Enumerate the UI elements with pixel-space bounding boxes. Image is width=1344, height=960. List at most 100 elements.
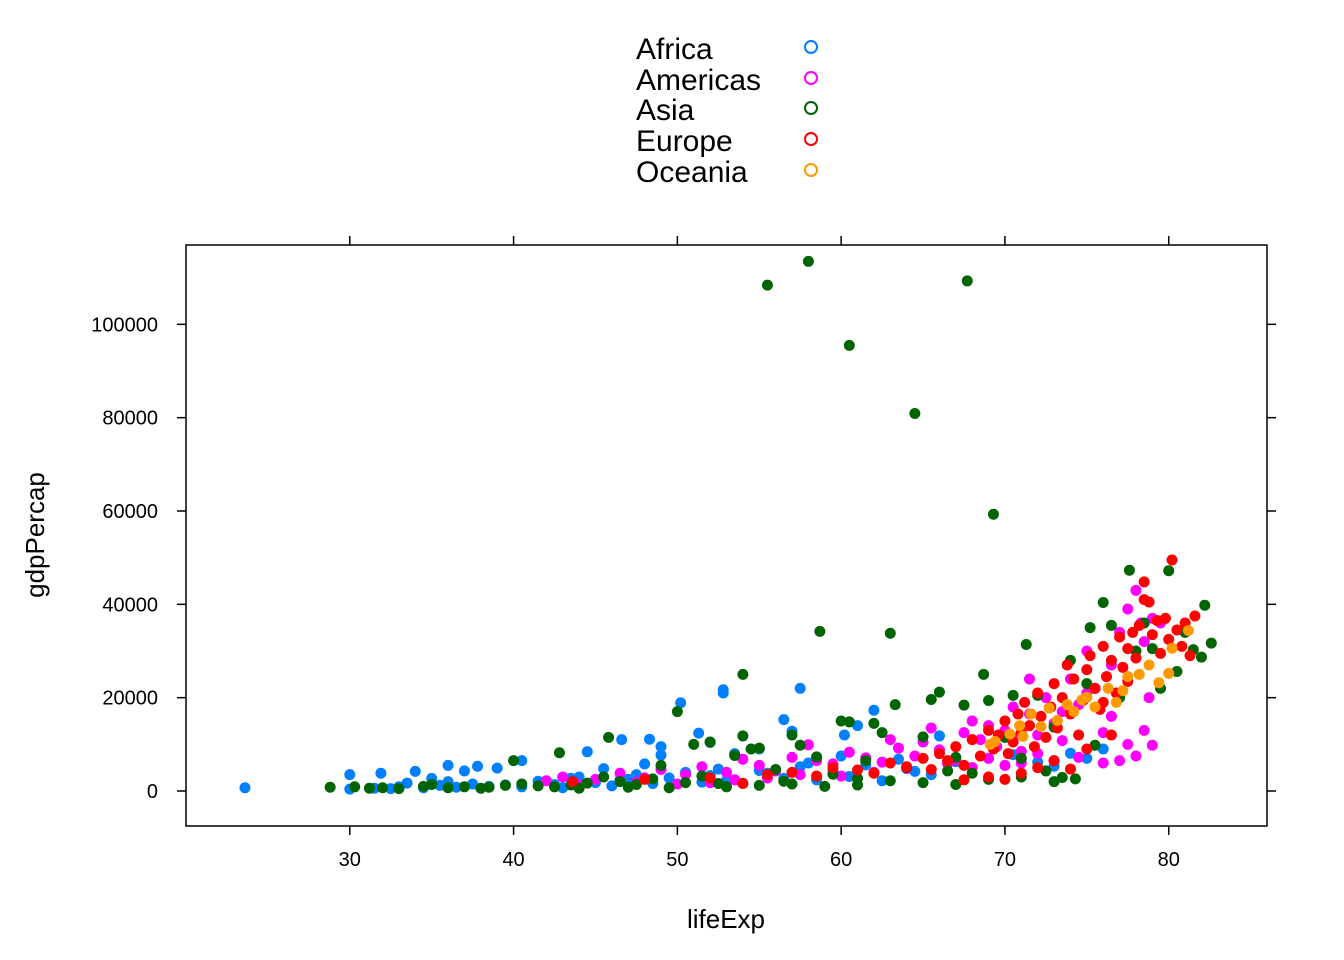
data-point-asia: [876, 727, 888, 739]
data-point-oceania: [1102, 682, 1114, 694]
data-point-europe: [1015, 767, 1027, 779]
data-point-europe: [1035, 710, 1047, 722]
data-point-europe: [1081, 743, 1093, 755]
data-point-asia: [603, 731, 615, 743]
data-point-asia: [909, 407, 921, 419]
data-point-europe: [942, 755, 954, 767]
data-point-americas: [721, 766, 732, 778]
data-point-europe: [1189, 610, 1201, 622]
data-point-asia: [745, 743, 757, 755]
data-point-asia: [1123, 564, 1135, 576]
data-point-americas: [614, 767, 626, 779]
axis-ticks: 30 40 50 60 70 80 0 20000 40000 60000 80000 100000: [91, 236, 1276, 871]
data-point-americas: [753, 759, 765, 771]
data-point-europe: [1012, 708, 1024, 720]
data-point-europe: [1073, 729, 1085, 741]
data-point-asia: [819, 780, 831, 792]
data-point-americas: [958, 727, 970, 739]
data-point-asia: [704, 736, 716, 748]
data-point-asia: [663, 782, 675, 794]
data-point-asia: [671, 706, 683, 718]
data-point-europe: [1159, 612, 1171, 624]
data-point-europe: [1133, 619, 1145, 631]
data-point-europe: [901, 761, 913, 773]
data-point-europe: [1105, 729, 1117, 741]
data-point-europe: [761, 769, 773, 781]
data-point-asia: [950, 778, 962, 790]
data-point-asia: [377, 782, 389, 794]
data-point-asia: [737, 668, 749, 680]
data-point-europe: [786, 766, 798, 778]
data-point-asia: [1195, 651, 1207, 663]
data-point-africa: [838, 729, 850, 741]
legend: Africa Americas Asia Europe Oceania: [636, 33, 818, 189]
data-point-europe: [1032, 687, 1044, 699]
data-point-oceania: [1122, 671, 1134, 683]
data-point-europe: [1068, 673, 1080, 685]
data-point-europe: [1143, 596, 1155, 608]
data-point-americas: [1073, 751, 1085, 763]
data-point-asia: [753, 779, 765, 791]
data-point-asia: [917, 777, 929, 789]
y-tick-label: 100000: [91, 314, 158, 336]
data-point-europe: [827, 762, 839, 774]
data-point-europe: [958, 759, 970, 771]
data-point-asia: [925, 694, 937, 706]
data-point-asia: [696, 770, 708, 782]
data-point-europe: [917, 752, 929, 764]
data-point-oceania: [1017, 730, 1029, 742]
data-point-europe: [1146, 629, 1158, 641]
data-point-europe: [1100, 671, 1112, 683]
data-point-asia: [843, 716, 855, 728]
data-point-africa: [778, 714, 790, 726]
data-point-asia: [598, 771, 610, 783]
data-point-africa: [401, 777, 413, 789]
data-point-africa: [409, 765, 421, 777]
data-point-africa: [663, 772, 675, 784]
data-point-americas: [1105, 710, 1117, 722]
data-point-europe: [1081, 664, 1093, 676]
data-point-africa: [450, 781, 462, 793]
data-point-asia: [1056, 771, 1068, 783]
data-point-oceania: [1035, 721, 1047, 733]
data-point-asia: [1163, 565, 1175, 577]
data-point-europe: [704, 772, 716, 784]
data-point-asia: [1048, 776, 1060, 788]
data-point-asia: [614, 776, 626, 788]
series-oceania: [984, 624, 1194, 750]
data-point-africa: [606, 780, 618, 792]
data-point-africa: [442, 759, 454, 771]
data-point-asia: [516, 778, 528, 790]
data-point-asia: [349, 781, 361, 793]
data-point-asia: [958, 699, 970, 711]
data-point-asia: [508, 755, 520, 767]
data-point-europe: [950, 741, 962, 753]
data-point-africa: [794, 682, 806, 694]
data-point-europe: [1019, 696, 1031, 708]
data-point-europe: [1155, 647, 1167, 659]
legend-marker-asia: [804, 101, 818, 115]
data-point-europe: [1166, 554, 1178, 566]
data-point-americas: [999, 759, 1011, 771]
data-point-americas: [925, 722, 937, 734]
data-point-europe: [1122, 643, 1134, 655]
data-point-africa: [655, 741, 667, 753]
data-point-asia: [1089, 739, 1101, 751]
data-point-europe: [958, 774, 970, 786]
data-point-europe: [933, 748, 945, 760]
data-point-oceania: [1081, 691, 1093, 703]
data-point-asia: [983, 694, 995, 706]
data-point-africa: [675, 697, 687, 709]
x-tick-label: 80: [1158, 849, 1180, 871]
data-point-asia: [647, 773, 659, 785]
data-point-americas: [1122, 603, 1134, 615]
data-point-africa: [933, 730, 945, 742]
data-point-asia: [426, 778, 438, 790]
data-point-africa: [1064, 747, 1076, 759]
x-tick-label: 60: [830, 849, 852, 871]
data-point-europe: [1032, 762, 1044, 774]
data-point-europe: [852, 764, 864, 776]
data-point-asia: [794, 739, 806, 751]
data-point-europe: [868, 767, 880, 779]
y-tick-label: 0: [147, 781, 158, 803]
